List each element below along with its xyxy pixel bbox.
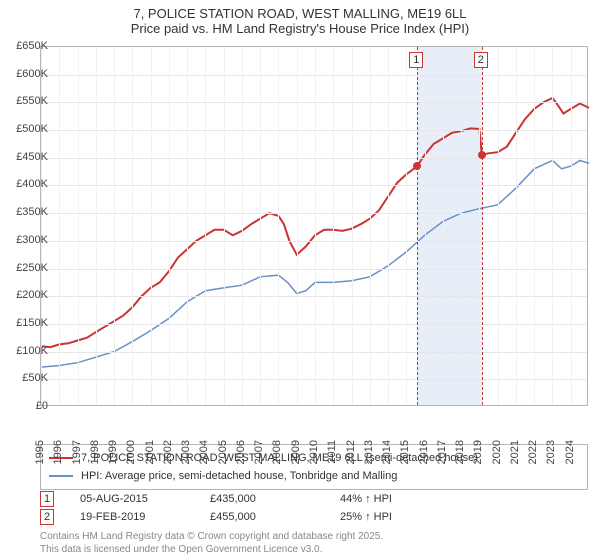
x-tick-label: 2012	[345, 440, 357, 464]
y-tick-label: £450K	[8, 151, 48, 163]
y-tick-label: £50K	[8, 372, 48, 384]
x-tick-label: 2020	[491, 440, 503, 464]
table-row: 1 05-AUG-2015 £435,000 44% ↑ HPI	[40, 490, 460, 508]
attribution-text: Contains HM Land Registry data © Crown c…	[40, 531, 383, 556]
x-tick-label: 2010	[308, 440, 320, 464]
sale-marker-icon: 2	[474, 52, 488, 68]
y-tick-label: £250K	[8, 262, 48, 274]
y-tick-label: £0	[8, 400, 48, 412]
y-tick-label: £650K	[8, 40, 48, 52]
x-tick-label: 2008	[271, 440, 283, 464]
x-tick-label: 2006	[235, 440, 247, 464]
sale-price: £435,000	[210, 493, 340, 505]
legend-swatch-hpi	[49, 475, 73, 477]
title-line-2: Price paid vs. HM Land Registry's House …	[0, 21, 600, 36]
attribution-line-1: Contains HM Land Registry data © Crown c…	[40, 531, 383, 544]
x-tick-label: 2004	[198, 440, 210, 464]
legend-row-hpi: HPI: Average price, semi-detached house,…	[49, 467, 579, 485]
x-tick-label: 1996	[52, 440, 64, 464]
x-tick-label: 2023	[545, 440, 557, 464]
x-tick-label: 1997	[71, 440, 83, 464]
y-tick-label: £100K	[8, 345, 48, 357]
x-tick-label: 2019	[472, 440, 484, 464]
x-tick-label: 2014	[381, 440, 393, 464]
y-tick-label: £150K	[8, 317, 48, 329]
sales-table: 1 05-AUG-2015 £435,000 44% ↑ HPI 2 19-FE…	[40, 490, 460, 526]
x-tick-label: 1998	[89, 440, 101, 464]
x-tick-label: 2018	[454, 440, 466, 464]
sale-marker-icon: 2	[40, 509, 54, 525]
x-tick-label: 2003	[180, 440, 192, 464]
x-tick-label: 2015	[399, 440, 411, 464]
chart-plot-area	[40, 46, 588, 406]
sale-date: 19-FEB-2019	[80, 511, 210, 523]
x-tick-label: 2016	[418, 440, 430, 464]
x-tick-label: 2009	[290, 440, 302, 464]
sale-marker-icon: 1	[40, 491, 54, 507]
x-tick-label: 2017	[436, 440, 448, 464]
x-tick-label: 2013	[363, 440, 375, 464]
x-tick-label: 2024	[564, 440, 576, 464]
sale-point-dot	[413, 162, 421, 170]
sale-price: £455,000	[210, 511, 340, 523]
highlight-edge	[417, 47, 418, 405]
y-tick-label: £350K	[8, 206, 48, 218]
sale-date: 05-AUG-2015	[80, 493, 210, 505]
x-tick-label: 2011	[326, 440, 338, 464]
table-row: 2 19-FEB-2019 £455,000 25% ↑ HPI	[40, 508, 460, 526]
title-block: 7, POLICE STATION ROAD, WEST MALLING, ME…	[0, 0, 600, 36]
sale-marker-icon: 1	[409, 52, 423, 68]
y-tick-label: £300K	[8, 234, 48, 246]
x-tick-label: 1999	[107, 440, 119, 464]
y-tick-label: £550K	[8, 95, 48, 107]
y-tick-label: £200K	[8, 289, 48, 301]
x-tick-label: 1995	[34, 440, 46, 464]
x-tick-label: 2022	[527, 440, 539, 464]
x-tick-label: 2021	[509, 440, 521, 464]
y-tick-label: £500K	[8, 123, 48, 135]
x-tick-label: 2000	[125, 440, 137, 464]
legend-label-hpi: HPI: Average price, semi-detached house,…	[81, 470, 397, 482]
sale-point-dot	[478, 151, 486, 159]
sale-pct-vs-hpi: 44% ↑ HPI	[340, 493, 460, 505]
x-tick-label: 2001	[144, 440, 156, 464]
x-tick-label: 2007	[253, 440, 265, 464]
chart-container: 7, POLICE STATION ROAD, WEST MALLING, ME…	[0, 0, 600, 560]
x-tick-label: 2002	[162, 440, 174, 464]
title-line-1: 7, POLICE STATION ROAD, WEST MALLING, ME…	[0, 6, 600, 21]
highlight-edge	[482, 47, 483, 405]
y-tick-label: £400K	[8, 178, 48, 190]
attribution-line-2: This data is licensed under the Open Gov…	[40, 544, 383, 557]
y-tick-label: £600K	[8, 68, 48, 80]
sale-pct-vs-hpi: 25% ↑ HPI	[340, 511, 460, 523]
x-tick-label: 2005	[217, 440, 229, 464]
